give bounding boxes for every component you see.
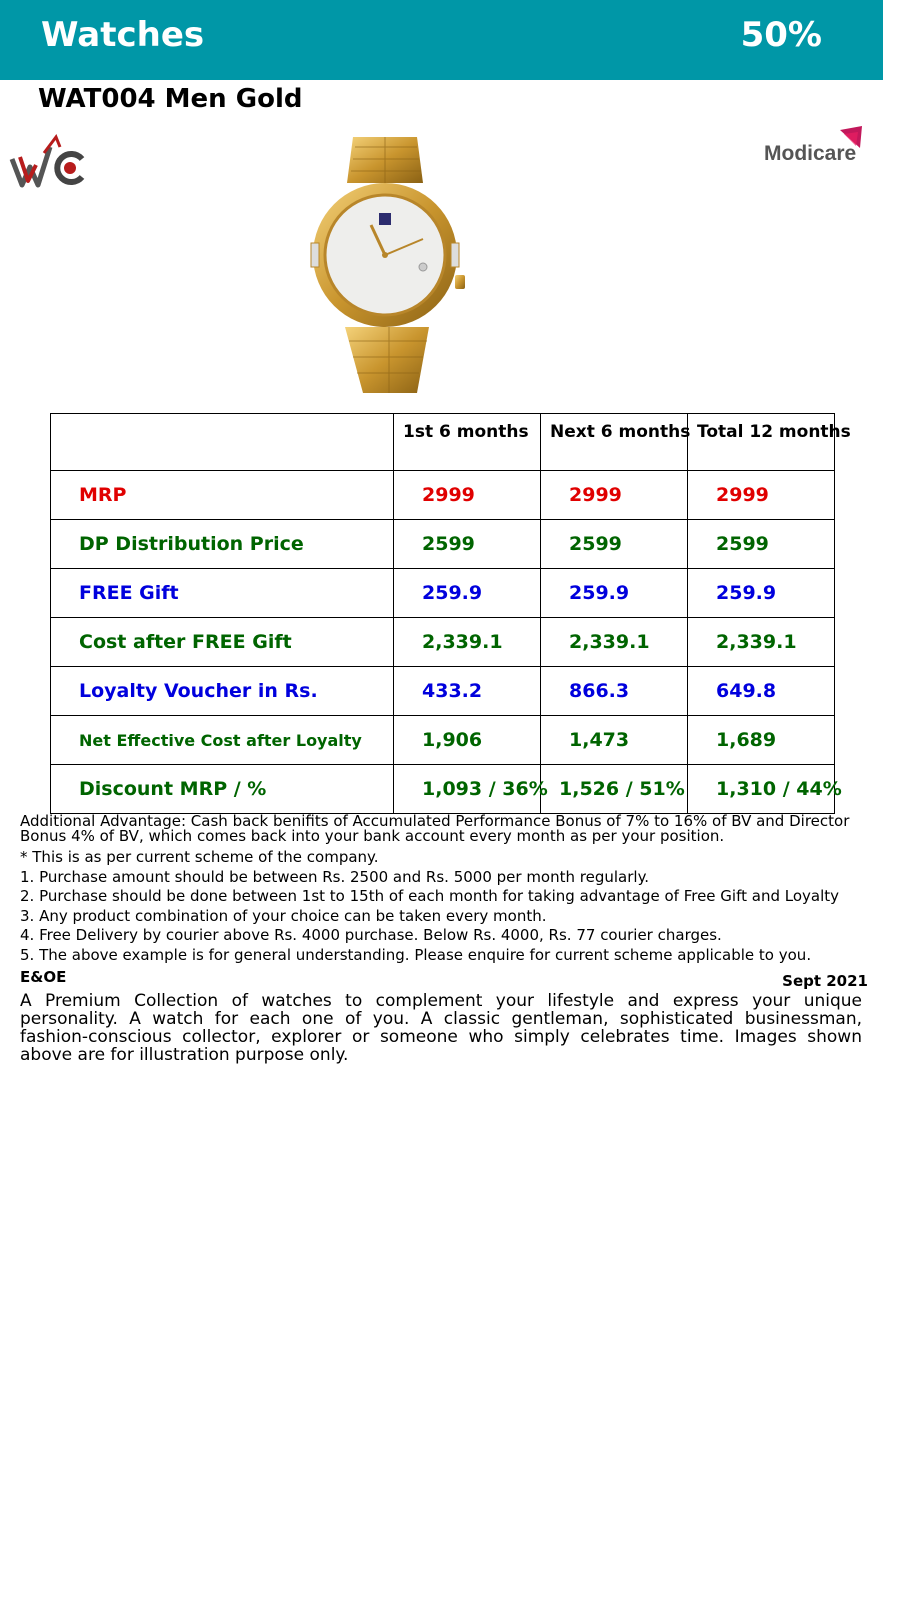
cell-value: 649.8 (687, 666, 835, 716)
additional-advantage: Additional Advantage: Cash back benifits… (20, 812, 850, 845)
cell-value: 1,689 (687, 715, 835, 765)
table-header-row: 1st 6 months Next 6 months Total 12 mont… (50, 413, 851, 471)
cell-value: 1,310 / 44% (687, 764, 842, 814)
wc-logo (9, 133, 85, 188)
notes-section: Additional Advantage: Cash back benifits… (20, 814, 882, 966)
cell-value: 1,093 / 36% (393, 764, 548, 814)
cell-value: 1,906 (393, 715, 541, 765)
cell-value: 433.2 (393, 666, 541, 716)
cell-value: 259.9 (687, 568, 835, 618)
cell-value: 2599 (540, 519, 688, 569)
cell-value: 866.3 (540, 666, 688, 716)
cell-value: 2999 (393, 470, 541, 520)
eoe-label: E&OE (20, 968, 67, 986)
table-row-net-cost: Net Effective Cost after Loyalty 1,906 1… (50, 715, 835, 765)
row-label: Net Effective Cost after Loyalty (50, 715, 394, 765)
modicare-logo: Modicare (764, 126, 862, 165)
cell-value: 259.9 (540, 568, 688, 618)
note-item: 4. Free Delivery by courier above Rs. 40… (20, 927, 722, 944)
table-header-blank (50, 413, 394, 471)
column-header-total-12: Total 12 months (687, 413, 851, 471)
header-banner: Watches 50% (0, 0, 883, 80)
cell-value: 1,473 (540, 715, 688, 765)
note-item: 5. The above example is for general unde… (20, 946, 812, 964)
cell-value: 2,339.1 (687, 617, 835, 667)
row-label: MRP (50, 470, 394, 520)
table-row-discount: Discount MRP / % 1,093 / 36% 1,526 / 51%… (50, 764, 842, 814)
cell-value: 2599 (687, 519, 835, 569)
modicare-logo-text: Modicare (764, 142, 856, 165)
cell-value: 2599 (393, 519, 541, 569)
row-label: Discount MRP / % (50, 764, 394, 814)
column-header-next-6: Next 6 months (540, 413, 690, 471)
row-label: Cost after FREE Gift (50, 617, 394, 667)
row-label: DP Distribution Price (50, 519, 394, 569)
table-row-dp: DP Distribution Price 2599 2599 2599 (50, 519, 835, 569)
note-item: 1. Purchase amount should be between Rs.… (20, 868, 650, 886)
product-title: WAT004 Men Gold (38, 84, 303, 114)
cell-value: 2,339.1 (393, 617, 541, 667)
note-item: 3. Any product combination of your choic… (20, 907, 547, 925)
cell-value: 1,526 / 51% (540, 764, 688, 814)
table-row-mrp: MRP 2999 2999 2999 (50, 470, 835, 520)
column-header-first-6: 1st 6 months (393, 413, 541, 471)
category-title: Watches (41, 15, 205, 55)
note-item: 2. Purchase should be done between 1st t… (20, 888, 840, 905)
row-label: FREE Gift (50, 568, 394, 618)
scheme-note: * This is as per current scheme of the c… (20, 849, 379, 866)
cell-value: 2,339.1 (540, 617, 688, 667)
row-label: Loyalty Voucher in Rs. (50, 666, 394, 716)
date-label: Sept 2021 (782, 972, 868, 990)
table-row-cost-after-gift: Cost after FREE Gift 2,339.1 2,339.1 2,3… (50, 617, 835, 667)
pricing-table: 1st 6 months Next 6 months Total 12 mont… (50, 413, 851, 814)
watch-image (310, 137, 465, 393)
cell-value: 259.9 (393, 568, 541, 618)
cell-value: 2999 (540, 470, 688, 520)
description-paragraph: A Premium Collection of watches to compl… (20, 991, 862, 1065)
table-row-loyalty-voucher: Loyalty Voucher in Rs. 433.2 866.3 649.8 (50, 666, 835, 716)
discount-percent: 50% (740, 15, 822, 55)
cell-value: 2999 (687, 470, 835, 520)
table-row-free-gift: FREE Gift 259.9 259.9 259.9 (50, 568, 835, 618)
